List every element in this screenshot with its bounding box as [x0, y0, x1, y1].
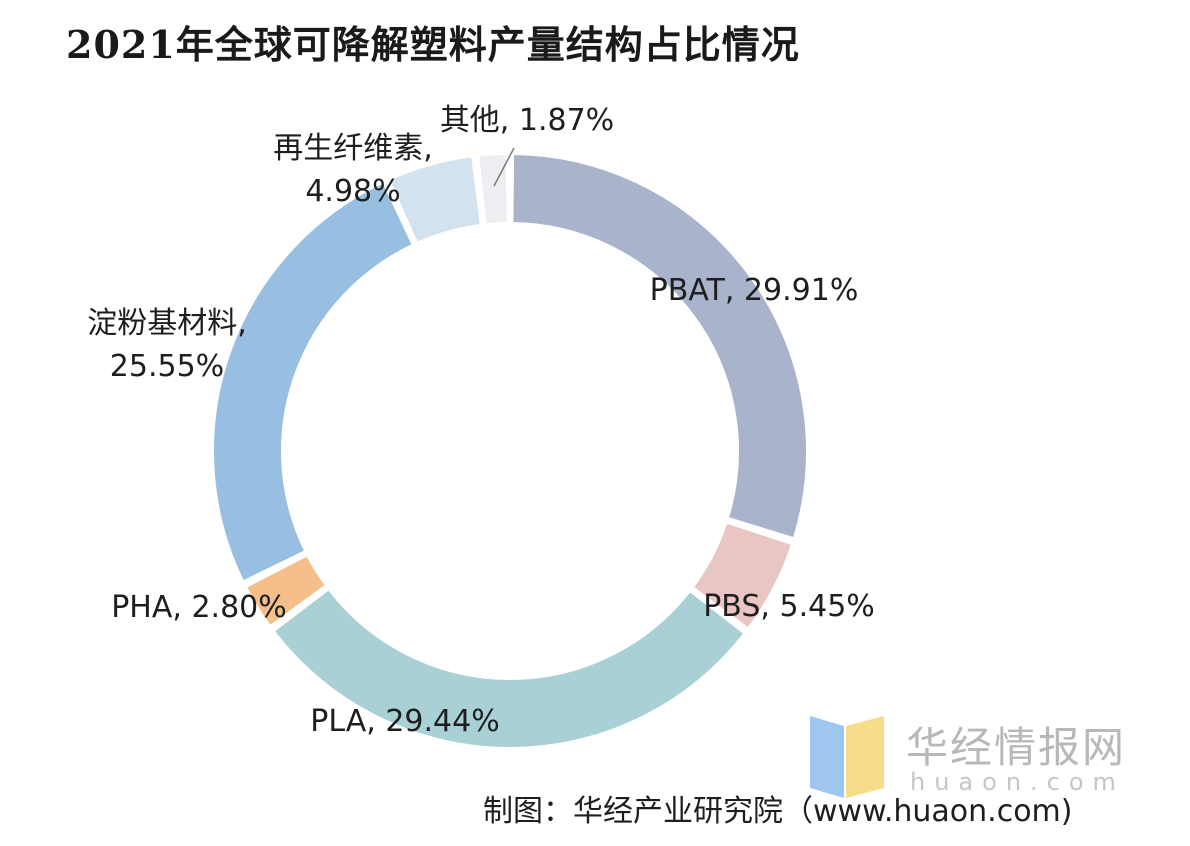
- donut-slices: [212, 153, 808, 749]
- slice--: [477, 153, 509, 226]
- data-label--: 淀粉基材料, 25.55%: [87, 306, 247, 384]
- data-label-pbat: PBAT, 29.91%: [650, 273, 859, 308]
- data-label-pha: PHA, 2.80%: [111, 590, 287, 625]
- chart-title: 2021年全球可降解塑料产量结构占比情况: [66, 22, 800, 67]
- huaon-logo-icon: [810, 716, 884, 798]
- slice-pla: [272, 587, 746, 749]
- data-label--: 再生纤维素, 4.98%: [273, 131, 433, 209]
- slice-labels: PBAT, 29.91% PBS, 5.45% PLA, 29.44% PHA, 2.…: [87, 103, 875, 739]
- slice-pbat: [511, 153, 808, 540]
- leader-line-other: [493, 147, 515, 187]
- source-note: 制图：华经产业研究院（www.huaon.com): [483, 794, 1073, 829]
- watermark-domain: huaon.com: [910, 768, 1125, 796]
- slice--: [212, 181, 415, 583]
- watermark: 华经情报网 huaon.com: [806, 712, 1166, 802]
- data-label-pbs: PBS, 5.45%: [703, 589, 875, 624]
- slice--: [387, 155, 483, 245]
- slice-pbs: [691, 521, 794, 630]
- slice-pha: [244, 554, 328, 628]
- data-label--: 其他, 1.87%: [440, 103, 614, 138]
- data-label-pla: PLA, 29.44%: [310, 704, 499, 739]
- watermark-name: 华经情报网: [906, 723, 1127, 772]
